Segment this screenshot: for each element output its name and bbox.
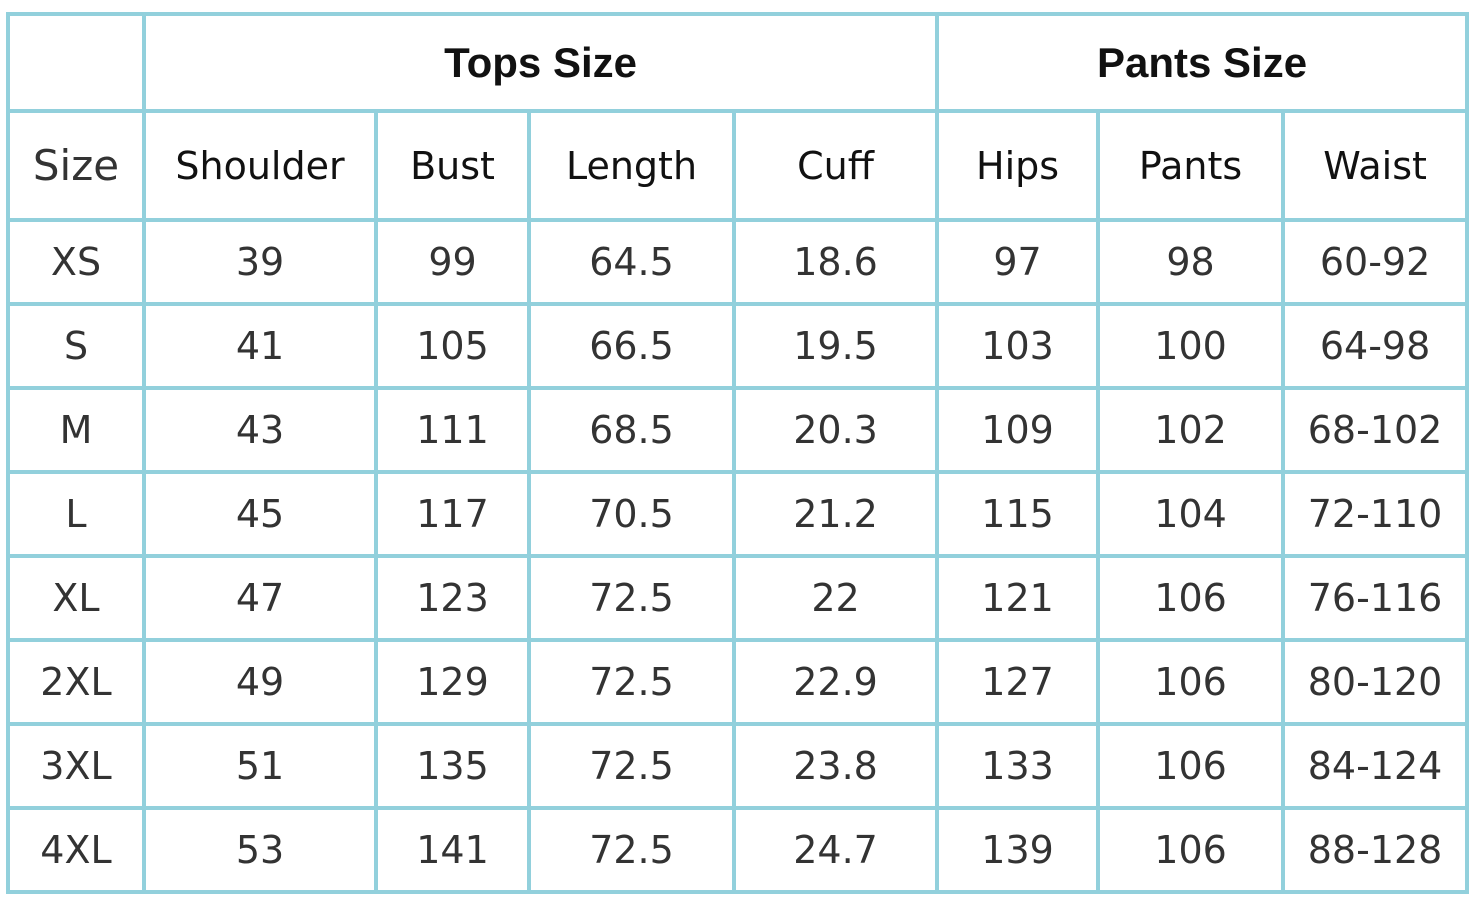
table-cell-hips: 103 bbox=[935, 302, 1101, 390]
table-cell-pants: 98 bbox=[1096, 218, 1286, 306]
table-cell-shoulder: 53 bbox=[142, 806, 378, 894]
table-cell-pants: 104 bbox=[1096, 470, 1286, 558]
size-label-cell: M bbox=[6, 386, 146, 474]
table-cell-length: 72.5 bbox=[527, 554, 736, 642]
table-cell-cuff: 22.9 bbox=[731, 638, 940, 726]
table-cell-waist: 76-116 bbox=[1281, 554, 1470, 642]
column-header-size: Size bbox=[6, 109, 146, 222]
table-cell-bust: 105 bbox=[374, 302, 531, 390]
table-cell-length: 68.5 bbox=[527, 386, 736, 474]
table-cell-pants: 106 bbox=[1096, 806, 1286, 894]
table-cell-waist: 84-124 bbox=[1281, 722, 1470, 810]
table-cell-shoulder: 51 bbox=[142, 722, 378, 810]
table-cell-shoulder: 39 bbox=[142, 218, 378, 306]
table-cell-cuff: 18.6 bbox=[731, 218, 940, 306]
table-row: XL 47 123 72.5 22 121 106 76-116 bbox=[6, 554, 1470, 642]
table-row: L 45 117 70.5 21.2 115 104 72-110 bbox=[6, 470, 1470, 558]
table-cell-waist: 80-120 bbox=[1281, 638, 1470, 726]
column-header-cuff: Cuff bbox=[731, 109, 940, 222]
table-row: XS 39 99 64.5 18.6 97 98 60-92 bbox=[6, 218, 1470, 306]
table-cell-cuff: 19.5 bbox=[731, 302, 940, 390]
table-cell-bust: 141 bbox=[374, 806, 531, 894]
table-cell-shoulder: 43 bbox=[142, 386, 378, 474]
column-header-waist: Waist bbox=[1281, 109, 1470, 222]
table-cell-bust: 129 bbox=[374, 638, 531, 726]
size-label-cell: 2XL bbox=[6, 638, 146, 726]
column-header-shoulder: Shoulder bbox=[142, 109, 378, 222]
size-chart-table: Tops Size Pants Size Size Shoulder Bust Len… bbox=[6, 12, 1470, 894]
table-cell-hips: 121 bbox=[935, 554, 1101, 642]
table-cell-hips: 133 bbox=[935, 722, 1101, 810]
table-cell-pants: 106 bbox=[1096, 722, 1286, 810]
table-cell-shoulder: 47 bbox=[142, 554, 378, 642]
column-header-length: Length bbox=[527, 109, 736, 222]
table-cell-bust: 99 bbox=[374, 218, 531, 306]
size-label-cell: 3XL bbox=[6, 722, 146, 810]
size-label-cell: S bbox=[6, 302, 146, 390]
table-cell-cuff: 22 bbox=[731, 554, 940, 642]
table-cell-bust: 135 bbox=[374, 722, 531, 810]
table-cell-pants: 106 bbox=[1096, 638, 1286, 726]
table-cell-shoulder: 45 bbox=[142, 470, 378, 558]
table-cell-cuff: 23.8 bbox=[731, 722, 940, 810]
table-cell-cuff: 20.3 bbox=[731, 386, 940, 474]
table-cell-length: 70.5 bbox=[527, 470, 736, 558]
table-cell-length: 72.5 bbox=[527, 722, 736, 810]
table-cell-pants: 100 bbox=[1096, 302, 1286, 390]
table-row: S 41 105 66.5 19.5 103 100 64-98 bbox=[6, 302, 1470, 390]
table-cell-length: 66.5 bbox=[527, 302, 736, 390]
table-cell-cuff: 21.2 bbox=[731, 470, 940, 558]
table-cell-length: 72.5 bbox=[527, 806, 736, 894]
pants-size-header: Pants Size bbox=[935, 12, 1470, 113]
table-row: 2XL 49 129 72.5 22.9 127 106 80-120 bbox=[6, 638, 1470, 726]
column-header-row: Size Shoulder Bust Length Cuff Hips Pants Waist bbox=[6, 109, 1470, 222]
size-label-cell: XS bbox=[6, 218, 146, 306]
column-header-pants: Pants bbox=[1096, 109, 1286, 222]
table-cell-bust: 111 bbox=[374, 386, 531, 474]
table-row: 4XL 53 141 72.5 24.7 139 106 88-128 bbox=[6, 806, 1470, 894]
table-cell-hips: 109 bbox=[935, 386, 1101, 474]
table-cell-length: 72.5 bbox=[527, 638, 736, 726]
table-cell-shoulder: 41 bbox=[142, 302, 378, 390]
table-cell-waist: 60-92 bbox=[1281, 218, 1470, 306]
table-cell-bust: 123 bbox=[374, 554, 531, 642]
size-label-cell: 4XL bbox=[6, 806, 146, 894]
table-cell-pants: 106 bbox=[1096, 554, 1286, 642]
group-header-row: Tops Size Pants Size bbox=[6, 12, 1470, 113]
column-header-hips: Hips bbox=[935, 109, 1101, 222]
table-cell-hips: 97 bbox=[935, 218, 1101, 306]
table-cell-length: 64.5 bbox=[527, 218, 736, 306]
table-cell-pants: 102 bbox=[1096, 386, 1286, 474]
column-header-bust: Bust bbox=[374, 109, 531, 222]
table-cell-waist: 72-110 bbox=[1281, 470, 1470, 558]
table-cell-hips: 115 bbox=[935, 470, 1101, 558]
tops-size-header: Tops Size bbox=[141, 12, 940, 113]
size-label-cell: L bbox=[6, 470, 146, 558]
table-cell-bust: 117 bbox=[374, 470, 531, 558]
size-label-cell: XL bbox=[6, 554, 146, 642]
table-cell-waist: 68-102 bbox=[1281, 386, 1470, 474]
table-cell-hips: 127 bbox=[935, 638, 1101, 726]
table-cell-shoulder: 49 bbox=[142, 638, 378, 726]
table-cell-waist: 64-98 bbox=[1281, 302, 1470, 390]
empty-corner-cell bbox=[6, 12, 146, 113]
table-row: 3XL 51 135 72.5 23.8 133 106 84-124 bbox=[6, 722, 1470, 810]
table-cell-cuff: 24.7 bbox=[731, 806, 940, 894]
table-row: M 43 111 68.5 20.3 109 102 68-102 bbox=[6, 386, 1470, 474]
table-cell-waist: 88-128 bbox=[1281, 806, 1470, 894]
table-cell-hips: 139 bbox=[935, 806, 1101, 894]
